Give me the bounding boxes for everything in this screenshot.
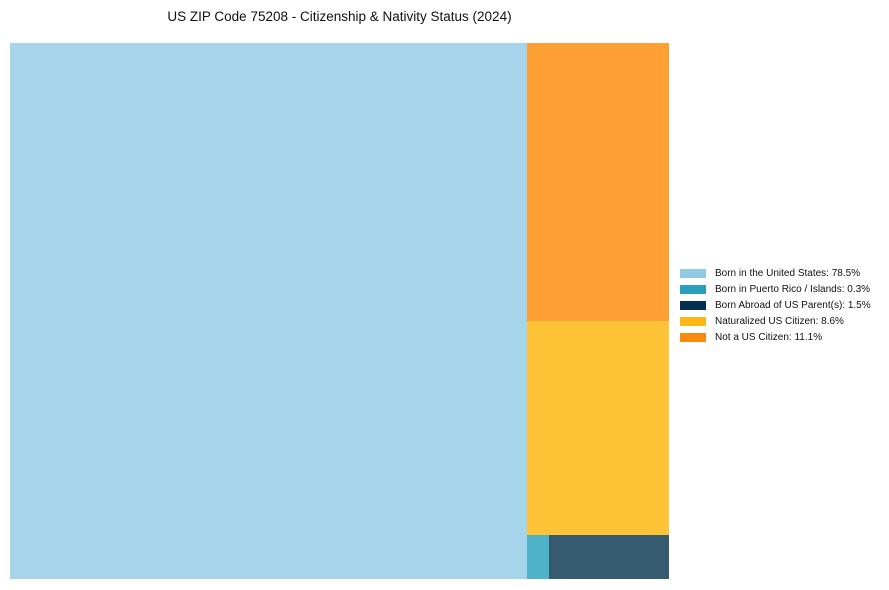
tile-born-abroad-us-parents (549, 535, 669, 579)
legend-swatch (680, 285, 706, 294)
legend-item: Naturalized US Citizen: 8.6% (680, 315, 871, 328)
legend-label: Born Abroad of US Parent(s): 1.5% (715, 300, 871, 311)
legend-item: Born in the United States: 78.5% (680, 267, 871, 280)
treemap-plot (10, 43, 669, 579)
legend-item: Born in Puerto Rico / Islands: 0.3% (680, 283, 871, 296)
legend: Born in the United States: 78.5% Born in… (680, 267, 871, 347)
legend-item: Born Abroad of US Parent(s): 1.5% (680, 299, 871, 312)
legend-label: Not a US Citizen: 11.1% (715, 332, 823, 343)
legend-label: Born in the United States: 78.5% (715, 268, 861, 279)
legend-swatch (680, 269, 706, 278)
legend-swatch (680, 301, 706, 310)
legend-label: Naturalized US Citizen: 8.6% (715, 316, 844, 327)
legend-label: Born in Puerto Rico / Islands: 0.3% (715, 284, 871, 295)
tile-born-in-us (10, 43, 527, 579)
chart-title: US ZIP Code 75208 - Citizenship & Nativi… (167, 9, 512, 24)
tile-naturalized (527, 321, 669, 535)
tile-not-us-citizen (527, 43, 669, 321)
tile-born-puerto-rico (527, 535, 549, 579)
legend-item: Not a US Citizen: 11.1% (680, 331, 871, 344)
legend-swatch (680, 317, 706, 326)
legend-swatch (680, 333, 706, 342)
